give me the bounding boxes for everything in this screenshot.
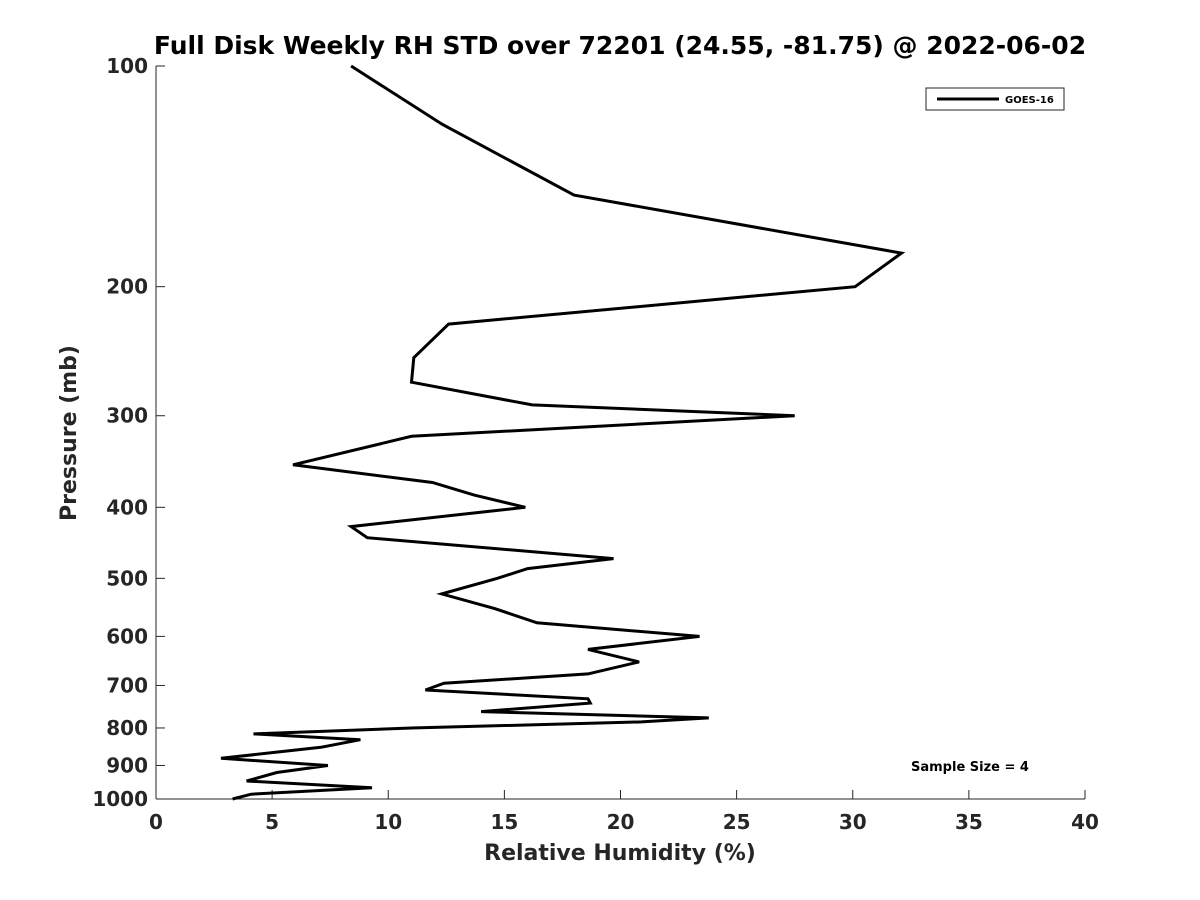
y-axis-ticks: 100 200 300 400 500 600 700 800 900 1000 — [92, 54, 165, 811]
y-tick-label: 900 — [106, 753, 148, 777]
x-tick-label: 20 — [607, 810, 635, 834]
y-tick-label: 300 — [106, 404, 148, 428]
y-tick-label: 700 — [106, 673, 148, 697]
series-line-goes-16 — [220, 64, 906, 801]
sample-size-annotation: Sample Size = 4 — [911, 760, 1029, 775]
x-tick-label: 15 — [490, 810, 518, 834]
x-tick-label: 25 — [723, 810, 751, 834]
y-tick-label: 600 — [106, 624, 148, 648]
y-axis-label: Pressure (mb) — [57, 345, 82, 521]
series-layer — [220, 64, 906, 801]
legend-label-goes-16: GOES-16 — [1005, 95, 1054, 106]
x-tick-label: 0 — [149, 810, 163, 834]
x-tick-label: 35 — [955, 810, 983, 834]
x-tick-label: 30 — [839, 810, 867, 834]
y-tick-label: 1000 — [92, 787, 148, 811]
chart-title: Full Disk Weekly RH STD over 72201 (24.5… — [154, 31, 1086, 60]
x-tick-label: 10 — [374, 810, 402, 834]
y-tick-label: 400 — [106, 495, 148, 519]
legend: GOES-16 — [925, 87, 1065, 111]
x-tick-label: 40 — [1071, 810, 1099, 834]
y-tick-label: 100 — [106, 54, 148, 78]
y-tick-label: 800 — [106, 716, 148, 740]
x-axis-ticks: 0 5 10 15 20 25 30 35 40 — [149, 790, 1099, 834]
x-tick-label: 5 — [265, 810, 279, 834]
y-tick-label: 200 — [106, 275, 148, 299]
x-axis-label: Relative Humidity (%) — [484, 841, 756, 866]
y-tick-label: 500 — [106, 566, 148, 590]
